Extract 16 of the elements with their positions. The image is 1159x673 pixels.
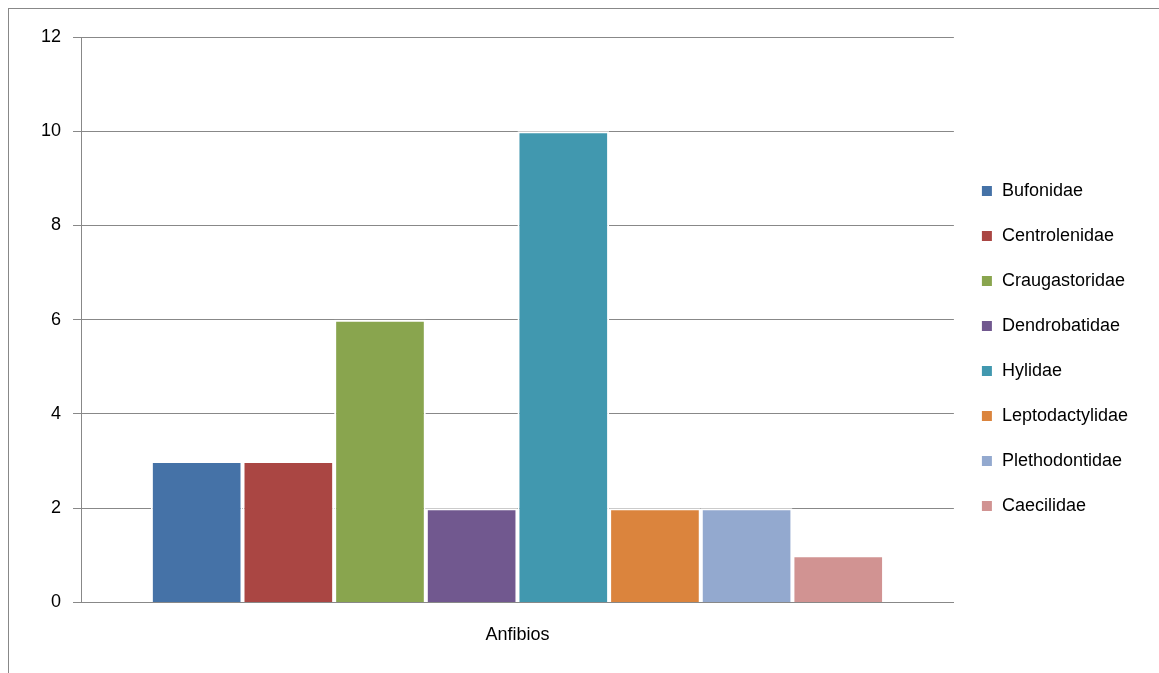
y-tick-label: 0 bbox=[51, 591, 62, 612]
legend-label: Leptodactylidae bbox=[1001, 404, 1129, 425]
legend-label: Plethodontidae bbox=[1001, 449, 1123, 470]
y-tick-label: 4 bbox=[51, 402, 62, 423]
y-tick-label: 12 bbox=[40, 25, 62, 46]
y-tick-label: 2 bbox=[51, 497, 62, 518]
legend-label: Caecilidae bbox=[1001, 494, 1086, 515]
y-tick-label: 6 bbox=[51, 308, 62, 329]
legend-label: Centrolenidae bbox=[1001, 224, 1114, 245]
legend-label: Bufonidae bbox=[1001, 179, 1083, 200]
x-tick-label: Anfibios bbox=[485, 624, 550, 645]
legend-label: Dendrobatidae bbox=[1001, 314, 1120, 335]
y-tick-label: 10 bbox=[40, 120, 62, 141]
legend-label: Hylidae bbox=[1001, 359, 1062, 380]
legend-label: Craugastoridae bbox=[1001, 269, 1125, 290]
y-tick-label: 8 bbox=[51, 214, 62, 235]
